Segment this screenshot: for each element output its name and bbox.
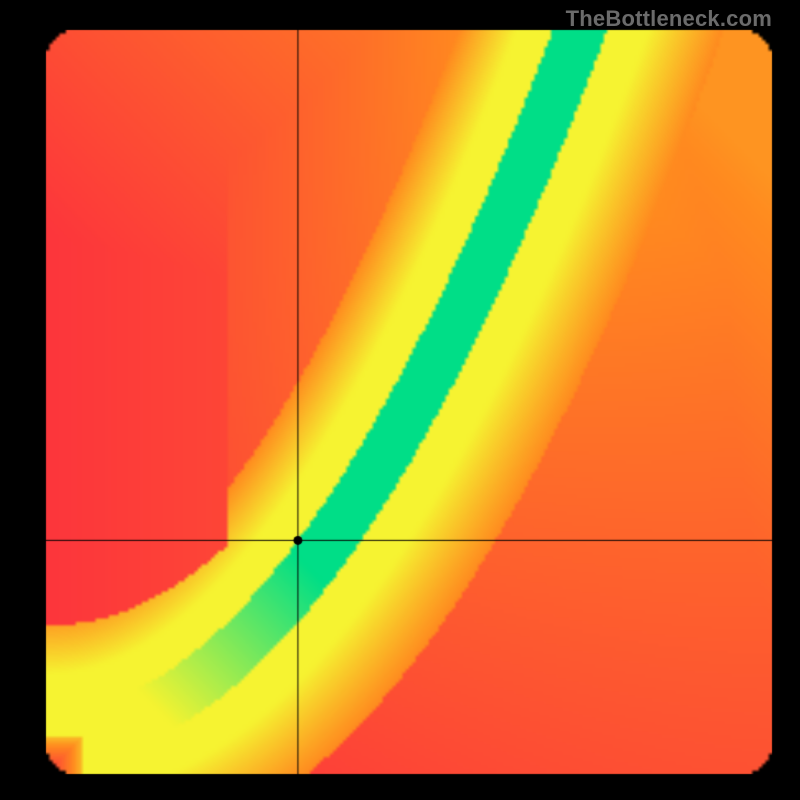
heatmap-plot bbox=[0, 0, 800, 800]
watermark-text: TheBottleneck.com bbox=[566, 6, 772, 32]
